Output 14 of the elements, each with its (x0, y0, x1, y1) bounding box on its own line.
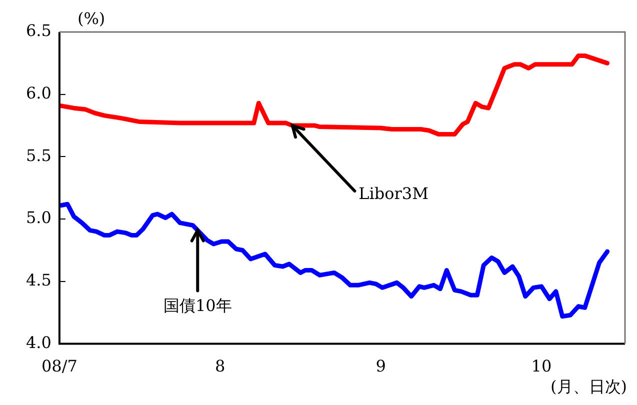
y-axis-title: (%) (77, 9, 106, 28)
y-tick-label: 6.0 (26, 84, 52, 103)
y-tick-label: 5.0 (26, 208, 52, 228)
y-tick-label: 5.5 (26, 146, 52, 165)
x-axis-title: (月、日次) (550, 377, 627, 396)
y-tick-label: 6.5 (26, 21, 52, 40)
x-tick-label: 10 (531, 356, 552, 376)
x-tick-label: 9 (376, 356, 386, 376)
annotation: 国債10年 (163, 296, 232, 315)
x-tick-label: 8 (215, 356, 226, 376)
annotation: Libor3M (358, 184, 428, 204)
x-tick-label: 08/7 (41, 356, 78, 376)
y-tick-label: 4.5 (26, 270, 52, 290)
y-tick-label: 4.0 (26, 332, 52, 352)
